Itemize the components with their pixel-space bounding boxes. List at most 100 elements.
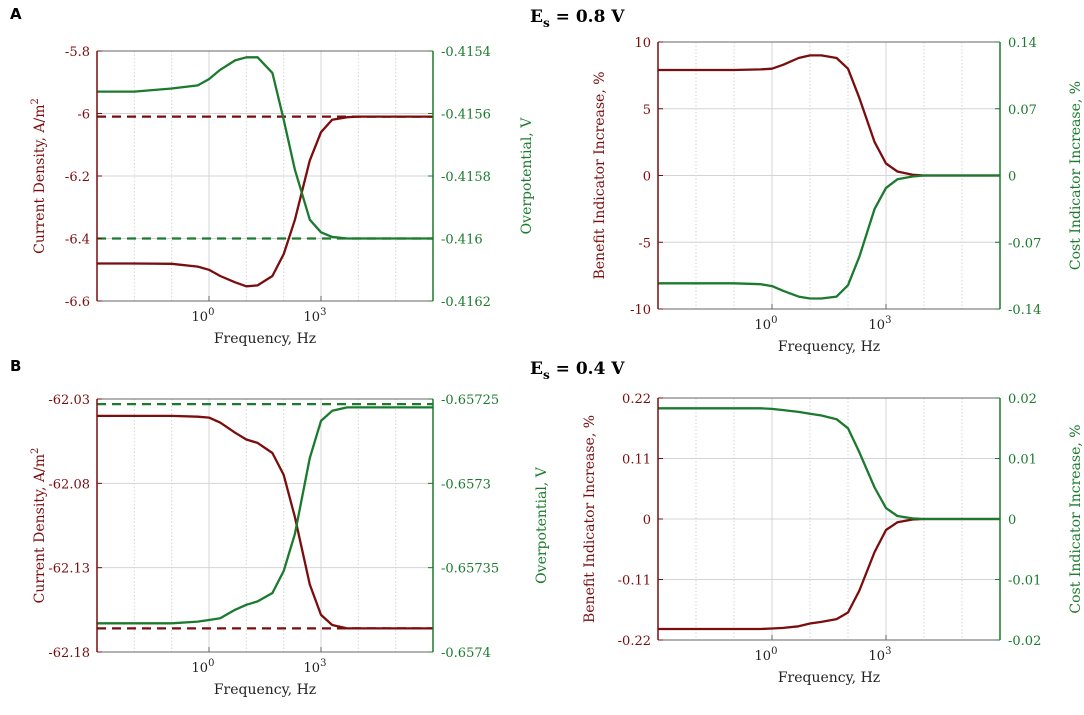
right-tick-label: -0.14 — [1008, 303, 1041, 318]
x-tick-label: 103 — [304, 307, 327, 325]
right-y-axis-label: Cost Indicator Increase, % — [1068, 81, 1084, 270]
x-tick-exponent: 3 — [885, 315, 891, 326]
x-tick-exponent: 3 — [320, 658, 326, 669]
right-y-axis-label: Overpotential, V — [519, 117, 535, 235]
left-y-axis-label-text: Current Density, A/m — [32, 454, 48, 603]
panel-b-title-main: E — [530, 359, 543, 379]
panel-a-title: Es = 0.8 V — [530, 7, 625, 30]
x-axis-label: Frequency, Hz — [214, 331, 316, 347]
right-tick-label: 0.14 — [1008, 36, 1037, 51]
right-tick-label: -0.4156 — [441, 108, 491, 123]
left-tick-label: -62.18 — [48, 646, 90, 661]
right-tick-label: -0.4162 — [441, 295, 491, 310]
x-tick-base: 10 — [304, 310, 321, 325]
left-tick-label: -0.22 — [618, 634, 651, 649]
left-tick-label: -6.2 — [65, 170, 90, 185]
x-tick-exponent: 0 — [771, 315, 777, 326]
x-axis-label: Frequency, Hz — [214, 682, 316, 698]
left-tick-label: -10 — [630, 303, 651, 318]
right-tick-label: 0 — [1008, 513, 1016, 528]
left-tick-label: -5.8 — [65, 45, 90, 60]
left-tick-label: -6 — [77, 108, 90, 123]
series-line-red-solid — [658, 517, 1000, 631]
right-y-axis-label: Cost Indicator Increase, % — [1068, 424, 1084, 613]
left-y-axis-label: Current Density, A/m2 — [30, 448, 48, 604]
x-tick-base: 10 — [755, 649, 772, 664]
x-tick-label: 100 — [755, 646, 778, 664]
panel-b-title-rest: = 0.4 V — [550, 359, 626, 379]
chart-b-right: 0.22 0.11 0 -0.11 -0.22 0.02 0.01 0 -0.01 -0.02 10… — [582, 392, 1084, 686]
right-y-axis-label: Overpotential, V — [534, 466, 550, 584]
x-tick-label: 100 — [192, 658, 215, 676]
left-y-axis-label: Current Density, A/m2 — [30, 98, 48, 254]
panel-letter-b: B — [10, 357, 21, 375]
x-axis-label: Frequency, Hz — [778, 670, 880, 686]
left-y-axis-label: Benefit Indicator Increase, % — [582, 415, 598, 623]
x-tick-exponent: 0 — [208, 658, 214, 669]
series-line-green-solid — [658, 174, 1000, 300]
left-tick-label: 10 — [634, 36, 651, 51]
x-tick-base: 10 — [304, 661, 321, 676]
x-tick-label: 100 — [755, 315, 778, 333]
panel-a-title-sub: s — [543, 16, 550, 30]
right-tick-label: -0.02 — [1008, 634, 1041, 649]
series-line-red-solid — [658, 54, 1000, 177]
x-tick-exponent: 0 — [771, 646, 777, 657]
panel-a-title-rest: = 0.8 V — [550, 7, 626, 27]
left-tick-label: 0 — [643, 513, 651, 528]
left-tick-label: 0 — [643, 170, 651, 185]
series-line-green-solid — [658, 407, 1000, 521]
left-y-axis-label-text: Benefit Indicator Increase, % — [582, 415, 598, 623]
right-tick-label: -0.6573 — [441, 477, 491, 492]
right-tick-label: 0.02 — [1008, 392, 1037, 407]
chart-a-left: -5.8 -6 -6.2 -6.4 -6.6 -0.4154 -0.4156 -0.4158 -… — [30, 45, 535, 347]
left-tick-label: -62.08 — [48, 477, 90, 492]
left-y-axis-label-text: Current Density, A/m — [32, 105, 48, 254]
x-tick-base: 10 — [755, 318, 772, 333]
right-tick-label: -0.4158 — [441, 170, 491, 185]
right-tick-label: 0 — [1008, 170, 1016, 185]
right-tick-label: -0.65735 — [441, 562, 499, 577]
x-tick-base: 10 — [869, 318, 886, 333]
left-tick-label: 0.11 — [622, 453, 651, 468]
panel-letter-a: A — [10, 5, 22, 23]
left-y-axis-label-text: Benefit Indicator Increase, % — [592, 71, 608, 279]
x-tick-label: 103 — [869, 646, 892, 664]
x-tick-label: 103 — [869, 315, 892, 333]
x-tick-base: 10 — [192, 661, 209, 676]
x-axis-label: Frequency, Hz — [778, 339, 880, 355]
x-tick-base: 10 — [192, 310, 209, 325]
left-tick-label: 0.22 — [622, 392, 651, 407]
left-tick-label: 5 — [643, 103, 651, 118]
left-tick-label: -0.11 — [618, 574, 651, 589]
panel-b-title-sub: s — [543, 368, 550, 382]
right-tick-label: -0.07 — [1008, 236, 1041, 251]
panel-b-title: Es = 0.4 V — [530, 359, 625, 382]
series-line-red-solid — [97, 115, 433, 288]
right-tick-label: -0.4154 — [441, 45, 491, 60]
left-tick-label: -62.03 — [48, 393, 90, 408]
left-y-axis-label-superscript: 2 — [30, 98, 41, 104]
left-y-axis-label: Benefit Indicator Increase, % — [592, 71, 608, 279]
right-tick-label: -0.416 — [441, 233, 483, 248]
left-y-axis-label-superscript: 2 — [30, 448, 41, 454]
series-line-green-solid — [97, 56, 433, 240]
right-tick-label: -0.6574 — [441, 646, 491, 661]
right-tick-label: -0.65725 — [441, 393, 499, 408]
left-tick-label: -62.13 — [48, 562, 90, 577]
series-line-green-solid — [97, 406, 433, 625]
left-tick-label: -6.4 — [65, 233, 90, 248]
right-tick-label: 0.07 — [1008, 103, 1037, 118]
x-tick-label: 100 — [192, 307, 215, 325]
series-line-red-solid — [97, 414, 433, 630]
x-tick-label: 103 — [304, 658, 327, 676]
right-tick-label: -0.01 — [1008, 574, 1041, 589]
x-tick-exponent: 0 — [208, 307, 214, 318]
x-tick-exponent: 3 — [320, 307, 326, 318]
left-tick-label: -5 — [638, 236, 651, 251]
left-tick-label: -6.6 — [65, 295, 90, 310]
chart-b-left: -62.03 -62.08 -62.13 -62.18 -0.65725 -0.6573 -… — [30, 393, 550, 698]
x-tick-exponent: 3 — [885, 646, 891, 657]
